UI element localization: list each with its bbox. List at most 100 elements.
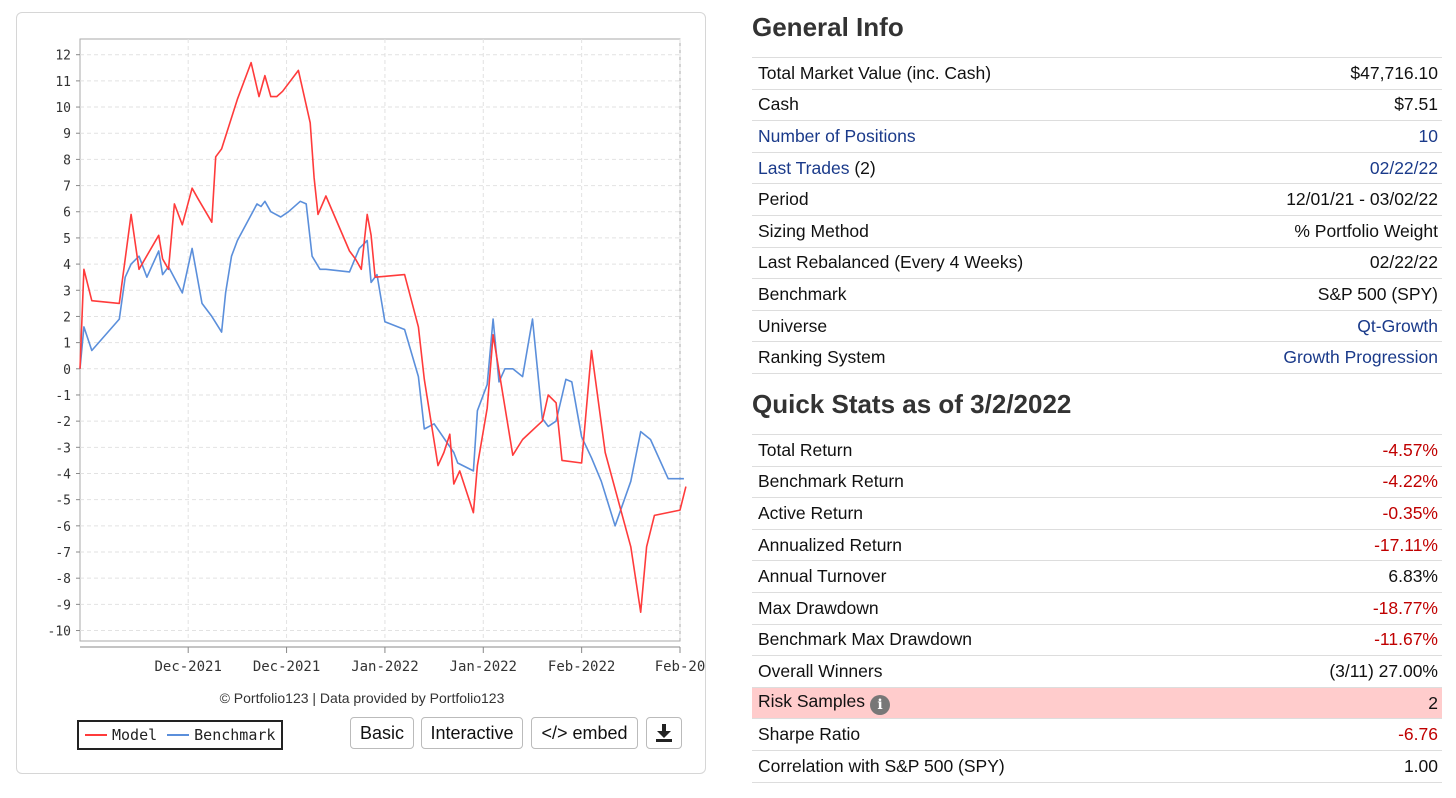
y-tick-label: 5 <box>63 232 71 247</box>
general-row-value: S&P 500 (SPY) <box>1317 283 1438 304</box>
legend-benchmark-label: Benchmark <box>194 726 276 744</box>
stats-row-value: -0.35% <box>1382 502 1438 523</box>
stats-row-label: Total Return <box>758 439 853 460</box>
stats-row: Max Drawdown -18.77% <box>752 592 1442 624</box>
x-tick-label: Jan-2022 <box>450 659 517 675</box>
embed-button[interactable]: </> embed <box>531 717 638 749</box>
general-row-label[interactable]: Last Trades <box>758 157 850 178</box>
stats-row-label-cell: Sharpe Ratio <box>752 719 1224 751</box>
general-row: Universe Qt-Growth <box>752 310 1442 342</box>
general-row-label: Benchmark <box>758 283 847 304</box>
stats-row-label: Overall Winners <box>758 660 883 681</box>
y-tick-label: 11 <box>55 75 71 90</box>
general-row-value[interactable]: 02/22/22 <box>1369 157 1438 178</box>
chart-legend: Model Benchmark <box>77 720 283 750</box>
general-row-label: Period <box>758 189 809 210</box>
stats-row-label-cell: Max Drawdown <box>752 592 1224 624</box>
interactive-button[interactable]: Interactive <box>421 717 523 749</box>
stats-row-label-cell: Benchmark Return <box>752 466 1224 498</box>
x-tick-label: Dec-2021 <box>253 659 320 675</box>
general-row-label-cell: Benchmark <box>752 279 1184 311</box>
benchmark-swatch <box>167 734 190 736</box>
general-row-label: Last Rebalanced (Every 4 Weeks) <box>758 252 1024 273</box>
download-button[interactable] <box>646 717 682 749</box>
stats-row-label-cell: Annual Turnover <box>752 561 1224 593</box>
stats-row: Correlation with S&P 500 (SPY) 1.00 <box>752 750 1442 783</box>
stats-row-label-cell: Active Return <box>752 498 1224 530</box>
stats-row-label: Correlation with S&P 500 (SPY) <box>758 755 1005 776</box>
stats-row-value: -18.77% <box>1372 597 1438 618</box>
general-row-label[interactable]: Number of Positions <box>758 125 916 146</box>
stats-row-label-cell: Total Return <box>752 435 1224 467</box>
general-row-value: % Portfolio Weight <box>1294 220 1438 241</box>
y-tick-label: 12 <box>55 49 71 64</box>
stats-row-label-cell: Benchmark Max Drawdown <box>752 624 1224 656</box>
legend-model-label: Model <box>112 726 158 744</box>
stats-row: Active Return -0.35% <box>752 497 1442 530</box>
general-info-table: Total Market Value (inc. Cash) $47,716.10… <box>752 57 1442 374</box>
stats-row-value: -17.11% <box>1374 534 1438 555</box>
y-tick-label: 2 <box>63 310 71 325</box>
y-tick-label: -10 <box>48 625 71 640</box>
stats-row-label-cell: Correlation with S&P 500 (SPY) <box>752 750 1224 782</box>
stats-row: Annualized Return -17.11% <box>752 529 1442 561</box>
general-row-label-cell: Last Trades (2) <box>752 152 1184 184</box>
general-row: Number of Positions 10 <box>752 120 1442 153</box>
general-row: Ranking System Growth Progression <box>752 341 1442 374</box>
chart-card: 12 11 10 9 8 7 6 5 4 3 2 1 0 -1 -2 -3 -4 -5 -6 -7 -8 -9 -10 Dec… <box>16 12 706 774</box>
x-tick-label: Jan-2022 <box>351 659 418 675</box>
stats-row-label-cell: Risk Samples i <box>752 687 1224 719</box>
general-row-label-cell: Last Rebalanced (Every 4 Weeks) <box>752 247 1184 279</box>
y-tick-label: -9 <box>55 598 71 613</box>
general-row-label: Cash <box>758 94 799 115</box>
y-tick-label: -5 <box>55 494 71 509</box>
stats-row-value: 6.83% <box>1388 566 1438 587</box>
y-tick-label: 4 <box>63 258 71 273</box>
stats-row-value: -6.76 <box>1398 724 1438 745</box>
y-tick-label: -8 <box>55 572 71 587</box>
general-row-label-cell: Cash <box>752 89 1184 121</box>
stats-row-label-cell: Annualized Return <box>752 529 1224 561</box>
performance-chart: 1211109876543210-1-2-3-4-5-6-7-8-9-10Dec… <box>48 38 705 675</box>
stats-row-label: Risk Samples <box>758 691 865 712</box>
plot-area <box>79 38 681 642</box>
general-row-label-suffix: (2) <box>849 157 876 178</box>
y-tick-label: -4 <box>55 467 71 482</box>
stats-row-value: 2 <box>1428 692 1438 713</box>
general-row-value: $7.51 <box>1394 94 1438 115</box>
general-row: Last Trades (2) 02/22/22 <box>752 152 1442 184</box>
info-icon[interactable]: i <box>869 695 890 716</box>
model-series-line <box>79 61 687 614</box>
general-row-label-cell: Universe <box>752 310 1184 342</box>
basic-button[interactable]: Basic <box>350 717 414 749</box>
y-tick-label: 3 <box>63 284 71 299</box>
general-row-value[interactable]: Growth Progression <box>1283 347 1438 368</box>
general-row-value[interactable]: Qt-Growth <box>1357 315 1438 336</box>
stats-row-label: Sharpe Ratio <box>758 724 861 745</box>
stats-row-value: 1.00 <box>1403 755 1438 776</box>
y-tick-label: 9 <box>63 127 71 142</box>
benchmark-series-line <box>79 200 684 527</box>
general-row: Total Market Value (inc. Cash) $47,716.10 <box>752 57 1442 90</box>
y-tick-label: 8 <box>63 153 71 168</box>
stats-row-value: -4.57% <box>1382 439 1438 460</box>
stats-row: Total Return -4.57% <box>752 434 1442 467</box>
quick-stats-title: Quick Stats as of 3/2/2022 <box>752 389 1072 419</box>
y-tick-label: -7 <box>55 546 71 561</box>
general-row-label-cell: Total Market Value (inc. Cash) <box>752 58 1184 90</box>
y-tick-label: 6 <box>63 206 71 221</box>
general-row: Period 12/01/21 - 03/02/22 <box>752 183 1442 216</box>
x-tick-label: Dec-2021 <box>154 659 221 675</box>
stats-row-label-cell: Overall Winners <box>752 656 1224 688</box>
stats-row-value: -4.22% <box>1382 471 1438 492</box>
general-row-value: $47,716.10 <box>1350 62 1438 83</box>
general-row-label: Ranking System <box>758 347 886 368</box>
stats-row: Benchmark Return -4.22% <box>752 466 1442 498</box>
stats-row-label: Max Drawdown <box>758 597 879 618</box>
y-tick-label: -6 <box>55 520 71 535</box>
general-row-value[interactable]: 10 <box>1418 125 1438 146</box>
general-row: Cash $7.51 <box>752 89 1442 121</box>
stats-row: Benchmark Max Drawdown -11.67% <box>752 624 1442 656</box>
general-row-value: 12/01/21 - 03/02/22 <box>1286 189 1438 210</box>
y-tick-label: 1 <box>63 337 71 352</box>
